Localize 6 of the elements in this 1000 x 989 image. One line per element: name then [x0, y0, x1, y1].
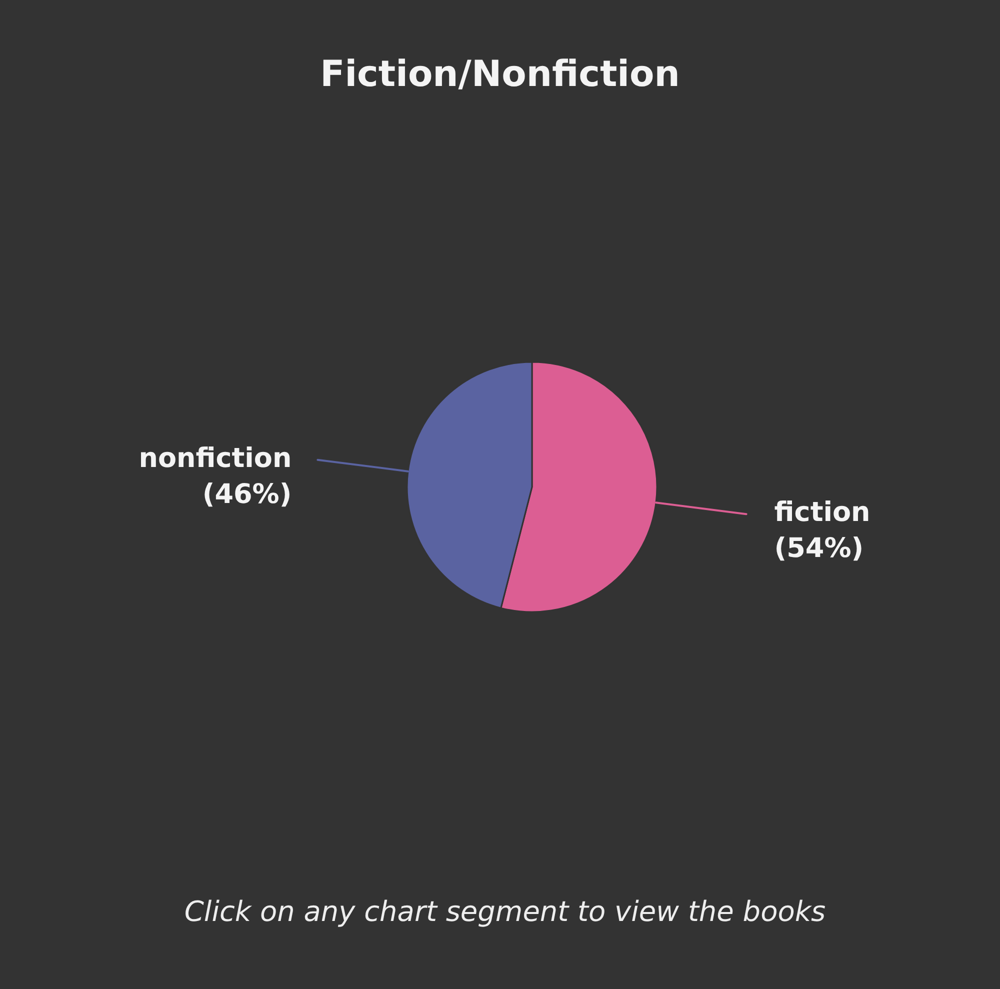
slice-label: fiction — [774, 497, 870, 528]
slice-label: nonfiction — [138, 442, 292, 474]
data-label: (46%) — [202, 478, 292, 510]
data-label: (54%) — [774, 533, 864, 564]
chart-title: Fiction/Nonfiction — [320, 54, 680, 95]
text: Click on any chart segment to view the books — [184, 895, 826, 928]
